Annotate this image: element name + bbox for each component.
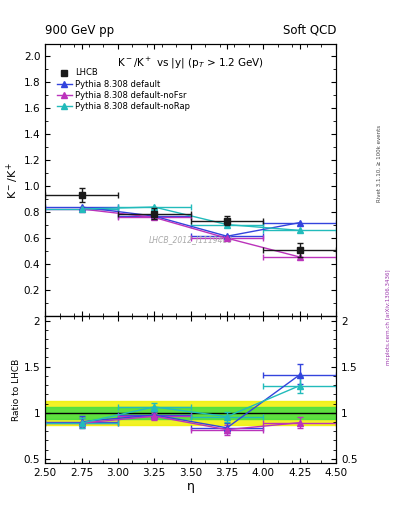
X-axis label: η: η — [187, 480, 195, 493]
Y-axis label: K$^-$/K$^+$: K$^-$/K$^+$ — [5, 161, 21, 199]
Bar — [45, 407, 336, 419]
Text: Soft QCD: Soft QCD — [283, 24, 336, 37]
Text: Rivet 3.1.10, ≥ 100k events: Rivet 3.1.10, ≥ 100k events — [377, 125, 382, 202]
Bar — [45, 401, 336, 424]
Text: 900 GeV pp: 900 GeV pp — [45, 24, 114, 37]
Text: K$^-$/K$^+$ vs |y| (p$_{T}$ > 1.2 GeV): K$^-$/K$^+$ vs |y| (p$_{T}$ > 1.2 GeV) — [117, 56, 264, 71]
Legend: LHCB, Pythia 8.308 default, Pythia 8.308 default-noFsr, Pythia 8.308 default-noR: LHCB, Pythia 8.308 default, Pythia 8.308… — [55, 67, 192, 112]
Text: mcplots.cern.ch [arXiv:1306.3436]: mcplots.cern.ch [arXiv:1306.3436] — [386, 270, 391, 365]
Y-axis label: Ratio to LHCB: Ratio to LHCB — [12, 358, 21, 421]
Text: LHCB_2012_I1119400: LHCB_2012_I1119400 — [149, 235, 233, 244]
